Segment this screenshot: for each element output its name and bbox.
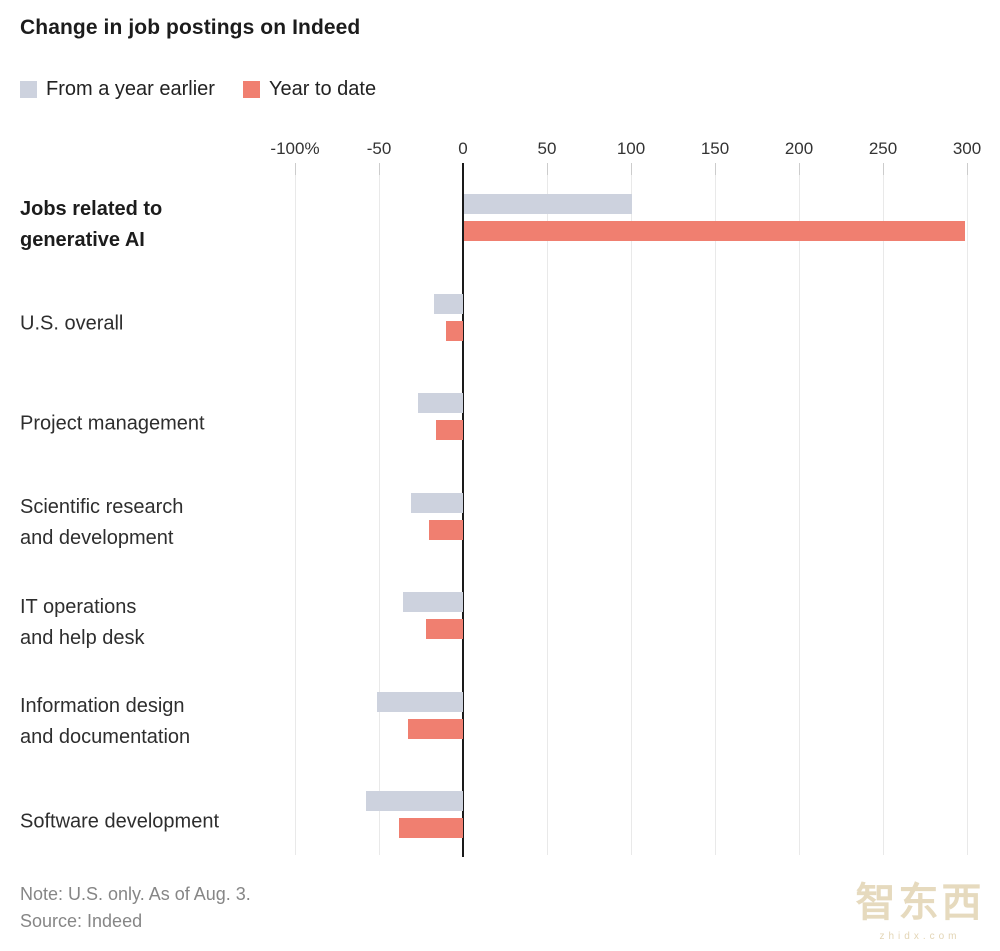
category-label-line: Scientific research bbox=[20, 496, 184, 519]
category-label: Scientific research and development bbox=[20, 492, 183, 554]
category-label: Project management bbox=[20, 408, 205, 439]
axis-tick-label: 200 bbox=[784, 139, 814, 158]
bar-year-to-date bbox=[426, 619, 463, 640]
category-label: Software development bbox=[20, 806, 219, 837]
category-label-line: generative AI bbox=[20, 228, 145, 251]
axis-tick-label: 150 bbox=[700, 139, 730, 158]
legend-label-from-a-year-earlier: From a year earlier bbox=[46, 78, 215, 100]
category-label-line: and development bbox=[20, 527, 174, 550]
tick-mark bbox=[379, 163, 380, 175]
legend-item-from-a-year-earlier: From a year earlier bbox=[20, 78, 215, 101]
legend-item-year-to-date: Year to date bbox=[242, 78, 377, 101]
gridline bbox=[715, 170, 716, 855]
bar-from-a-year-earlier bbox=[410, 492, 463, 513]
bar-year-to-date bbox=[446, 320, 463, 341]
chart-title: Change in job postings on Indeed bbox=[20, 16, 361, 39]
category-label-line: U.S. overall bbox=[20, 312, 124, 335]
bar-year-to-date bbox=[429, 519, 463, 540]
category-label: Jobs related to generative AI bbox=[20, 194, 162, 256]
axis-tick-label: -100% bbox=[270, 139, 320, 158]
bar-from-a-year-earlier bbox=[402, 592, 463, 613]
bar-year-to-date bbox=[399, 818, 463, 839]
gridline bbox=[799, 170, 800, 855]
axis-tick-label: 0 bbox=[458, 139, 468, 158]
gridline bbox=[547, 170, 548, 855]
gridline bbox=[631, 170, 632, 855]
note-text: Note: U.S. only. As of Aug. 3. bbox=[20, 884, 251, 904]
zero-axis-line bbox=[462, 163, 464, 857]
category-label-line: Jobs related to bbox=[20, 197, 163, 220]
tick-mark bbox=[631, 163, 632, 175]
axis-tick-label: 50 bbox=[537, 139, 557, 158]
legend-swatch-gray bbox=[20, 81, 37, 98]
bar-year-to-date bbox=[436, 420, 463, 441]
category-label-line: and documentation bbox=[20, 726, 191, 749]
gridline bbox=[379, 170, 380, 855]
category-label-line: IT operations bbox=[20, 595, 137, 618]
category-label-line: Project management bbox=[20, 412, 205, 435]
category-label-line: Software development bbox=[20, 810, 220, 833]
axis-tick-label: 100 bbox=[616, 139, 646, 158]
axis-tick-label: 250 bbox=[868, 139, 898, 158]
bar-from-a-year-earlier bbox=[464, 194, 632, 214]
category-label-line: and help desk bbox=[20, 626, 145, 649]
gridline bbox=[295, 170, 296, 855]
bar-from-a-year-earlier bbox=[365, 791, 463, 812]
category-label: Information design and documentation bbox=[20, 691, 190, 753]
tick-mark bbox=[967, 163, 968, 175]
tick-mark bbox=[799, 163, 800, 175]
tick-mark bbox=[715, 163, 716, 175]
tick-mark bbox=[547, 163, 548, 175]
source-text: Source: Indeed bbox=[20, 911, 143, 931]
chart-legend: From a year earlier Year to date bbox=[20, 78, 376, 101]
bar-from-a-year-earlier bbox=[377, 691, 463, 712]
bar-from-a-year-earlier bbox=[434, 293, 463, 314]
gridline bbox=[967, 170, 968, 855]
legend-label-year-to-date: Year to date bbox=[268, 78, 377, 100]
axis-tick-label: 300 bbox=[952, 139, 982, 158]
chart-footnote: Note: U.S. only. As of Aug. 3. Source: I… bbox=[20, 881, 251, 935]
legend-swatch-salmon bbox=[242, 81, 260, 98]
tick-mark bbox=[295, 163, 296, 175]
bar-year-to-date bbox=[464, 221, 965, 241]
bar-from-a-year-earlier bbox=[417, 393, 463, 414]
category-label-line: Information design bbox=[20, 695, 185, 718]
category-label: IT operations and help desk bbox=[20, 592, 145, 654]
axis-tick-label: -50 bbox=[366, 139, 392, 158]
gridline bbox=[883, 170, 884, 855]
bar-year-to-date bbox=[407, 718, 463, 739]
tick-mark bbox=[883, 163, 884, 175]
category-label: U.S. overall bbox=[20, 309, 123, 340]
